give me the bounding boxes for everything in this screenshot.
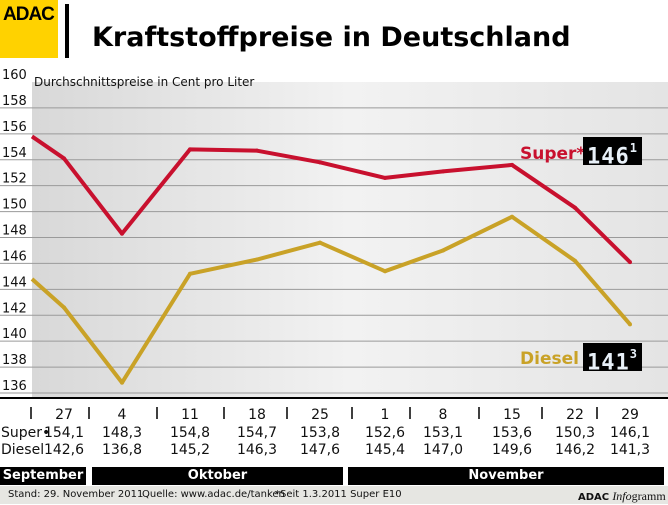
data-label: 145,4 (365, 442, 405, 458)
legend-diesel: Diesel (520, 349, 579, 369)
data-label: 142,6 (44, 442, 84, 458)
month-november: November (348, 467, 664, 485)
data-label: 149,6 (492, 442, 532, 458)
data-point (120, 231, 124, 236)
data-label: 154,7 (237, 425, 277, 441)
data-point (510, 214, 514, 219)
data-point (628, 260, 632, 265)
data-point (188, 271, 192, 276)
data-point (441, 248, 445, 253)
data-point (628, 322, 632, 327)
data-label: 145,2 (170, 442, 210, 458)
data-point (441, 169, 445, 174)
footer-note: *Seit 1.3.2011 Super E10 (275, 489, 402, 500)
data-label: 153,8 (300, 425, 340, 441)
y-tick-label: 158 (2, 94, 27, 109)
diesel-price-display: 1413 (583, 343, 642, 375)
x-tick-label: 4 (118, 407, 127, 423)
y-tick-label: 156 (2, 120, 27, 135)
y-tick-label: 146 (2, 249, 27, 264)
y-tick-label: 150 (2, 198, 27, 213)
x-tick-label: 18 (248, 407, 266, 423)
x-tick-label: 25 (311, 407, 329, 423)
data-label: 146,3 (237, 442, 277, 458)
data-point (255, 148, 259, 153)
adac-logo: ADAC (0, 0, 58, 58)
data-label: 154,8 (170, 425, 210, 441)
y-tick-label: 160 (2, 68, 27, 83)
data-point (318, 160, 322, 165)
legend-super: Super* (520, 144, 585, 164)
month-oktober: Oktober (92, 467, 343, 485)
month-september: September (0, 467, 86, 485)
y-tick-label: 144 (2, 275, 27, 290)
footer-source: Quelle: www.adac.de/tanken (142, 489, 285, 500)
data-label: 147,6 (300, 442, 340, 458)
data-point (573, 258, 577, 263)
super-price-display: 1461 (583, 137, 642, 169)
divider (65, 4, 69, 58)
data-label: 136,8 (102, 442, 142, 458)
y-tick-label: 148 (2, 224, 27, 239)
x-tick-label: 15 (503, 407, 521, 423)
data-label: 152,6 (365, 425, 405, 441)
footer-stand: Stand: 29. November 2011 (8, 489, 144, 500)
x-tick-label: 11 (181, 407, 199, 423)
data-point (120, 380, 124, 385)
data-point (573, 205, 577, 210)
y-tick-label: 154 (2, 146, 27, 161)
data-point (255, 257, 259, 262)
footer: Stand: 29. November 2011 Quelle: www.ada… (0, 486, 668, 504)
data-point (62, 305, 66, 310)
row-label-diesel: Diesel (1, 442, 44, 458)
y-tick-label: 140 (2, 327, 27, 342)
data-label: 147,0 (423, 442, 463, 458)
x-tick-label: 1 (381, 407, 390, 423)
x-tick-label: 29 (621, 407, 639, 423)
data-label: 153,1 (423, 425, 463, 441)
data-point (188, 147, 192, 152)
data-point (62, 156, 66, 161)
y-tick-label: 152 (2, 172, 27, 187)
data-point (383, 175, 387, 180)
data-label: 148,3 (102, 425, 142, 441)
data-point (318, 240, 322, 245)
footer-brand: ADAC Infogramm (578, 489, 666, 503)
x-tick-label: 27 (55, 407, 73, 423)
data-label: 150,3 (555, 425, 595, 441)
data-point (510, 162, 514, 167)
data-point (383, 269, 387, 274)
chart-subtitle: Durchschnittspreise in Cent pro Liter (34, 75, 254, 89)
data-label: 153,6 (492, 425, 532, 441)
price-chart: 160158156154152150148146144142140138136 … (0, 68, 668, 458)
x-tick-label: 8 (439, 407, 448, 423)
data-label: 146,2 (555, 442, 595, 458)
page-title: Kraftstoffpreise in Deutschland (92, 22, 571, 53)
data-label: 146,1 (610, 425, 650, 441)
data-label: 154,1 (44, 425, 84, 441)
y-tick-label: 138 (2, 353, 27, 368)
row-label-super: Super• (1, 425, 50, 441)
y-tick-label: 142 (2, 301, 27, 316)
y-tick-label: 136 (2, 379, 27, 394)
x-tick-label: 22 (566, 407, 584, 423)
data-label: 141,3 (610, 442, 650, 458)
plot-background (32, 82, 668, 398)
